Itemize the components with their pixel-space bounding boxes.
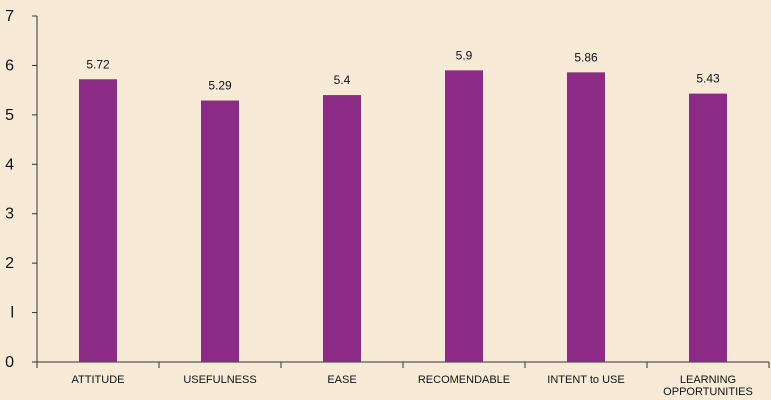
y-tick-label: 6 bbox=[5, 57, 14, 74]
y-tick-label: 0 bbox=[5, 354, 14, 371]
data-label: 5.86 bbox=[574, 50, 598, 64]
x-tick-label: LEARNING OPPORTUNITIES bbox=[663, 374, 753, 398]
data-label: 5.4 bbox=[334, 73, 351, 87]
y-tick-label: 2 bbox=[5, 255, 14, 272]
y-tick-label: 3 bbox=[5, 206, 14, 223]
x-tick-label: EASE bbox=[327, 374, 356, 386]
x-tick-label: RECOMENDABLE bbox=[418, 374, 510, 386]
y-tick-label: 7 bbox=[5, 8, 14, 25]
y-axis: 0 l 2 3 4 5 6 7 bbox=[5, 8, 38, 371]
bar bbox=[201, 100, 239, 362]
x-tick-label: USEFULNESS bbox=[183, 374, 256, 386]
data-label: 5.72 bbox=[86, 57, 110, 71]
bar bbox=[323, 95, 361, 362]
y-tick-label: 5 bbox=[5, 107, 14, 124]
bar bbox=[445, 70, 483, 362]
x-tick-label: ATTITUDE bbox=[72, 374, 125, 386]
x-tick-label: INTENT to USE bbox=[547, 374, 624, 386]
y-tick-label: l bbox=[10, 305, 14, 322]
data-label: 5.29 bbox=[208, 79, 232, 93]
bar bbox=[567, 72, 605, 362]
data-label: 5.43 bbox=[696, 72, 720, 86]
x-axis: ATTITUDE USEFULNESS EASE RECOMENDABLE INTENT… bbox=[36, 361, 770, 398]
y-tick-label: 4 bbox=[5, 156, 14, 173]
data-label: 5.9 bbox=[456, 48, 473, 62]
data-labels: 5.72 5.29 5.4 5.9 5.86 5.43 bbox=[86, 48, 720, 92]
bar bbox=[689, 93, 727, 363]
bar bbox=[79, 79, 117, 363]
bars bbox=[79, 70, 727, 363]
